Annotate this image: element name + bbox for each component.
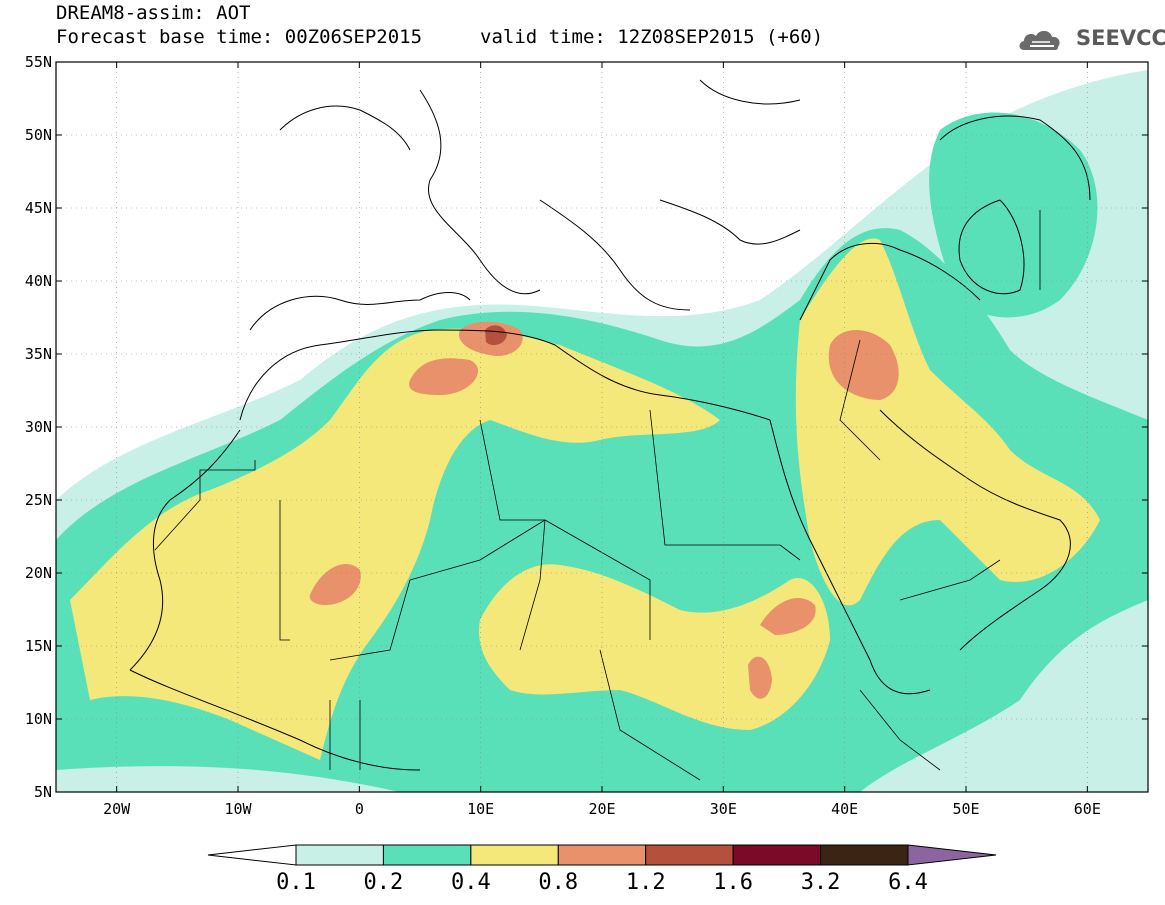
lat-label: 30N xyxy=(24,418,52,436)
title-base-time: Forecast base time: 00Z06SEP2015 xyxy=(56,26,423,48)
colorbar-label: 1.6 xyxy=(713,870,754,895)
colorbar-box xyxy=(295,844,384,866)
colorbar-box xyxy=(645,844,734,866)
aot-level-0.8-algeria xyxy=(309,564,361,605)
lon-label: 10W xyxy=(224,800,252,818)
aot-level-0.4-west xyxy=(70,328,720,760)
lat-label: 55N xyxy=(24,53,52,71)
colorbar-box xyxy=(557,844,647,866)
colorbar-label: 0.4 xyxy=(450,870,491,895)
lat-label: 35N xyxy=(24,345,52,363)
lon-label: 10E xyxy=(467,800,495,818)
colorbar-label: 0.1 xyxy=(276,870,316,895)
aot-level-0.8-iraq xyxy=(828,330,899,400)
lon-label: 0 xyxy=(354,800,364,818)
coastlines xyxy=(129,79,1091,771)
aot-level-0.4-central xyxy=(479,564,830,730)
colorbar-label: 1.2 xyxy=(625,870,666,895)
lon-label: 40E xyxy=(831,800,859,818)
aot-level-0.8-sahara-north xyxy=(409,358,479,395)
lon-label: 50E xyxy=(952,800,980,818)
aot-level-1.2-tunisia xyxy=(485,325,507,346)
lon-label: 20W xyxy=(103,800,131,818)
lat-label: 25N xyxy=(24,491,52,509)
cloud-logo-icon xyxy=(1019,30,1060,50)
colorbar-label: 6.4 xyxy=(888,870,928,895)
borders xyxy=(154,210,1041,781)
colorbar-box xyxy=(732,844,822,866)
aot-level-0.8-chad xyxy=(748,656,772,699)
lon-label: 20E xyxy=(588,800,616,818)
lon-label: 60E xyxy=(1073,800,1101,818)
colorbar-low-arrow xyxy=(207,844,297,866)
colorbar-label: 0.8 xyxy=(538,870,579,895)
colorbar xyxy=(207,844,997,866)
lat-label: 40N xyxy=(24,272,52,290)
lat-label: 10N xyxy=(24,710,52,728)
colorbar-high-arrow xyxy=(907,844,997,866)
lat-label: 15N xyxy=(24,637,52,655)
title-valid-time: valid time: 12Z08SEP2015 (+60) xyxy=(480,26,824,48)
title-line-1: DREAM8-assim: AOT xyxy=(56,2,251,24)
lat-label: 50N xyxy=(24,126,52,144)
aot-level-0.8-sudan xyxy=(760,597,816,635)
lat-label: 45N xyxy=(24,199,52,217)
colorbar-box xyxy=(470,844,559,866)
lat-label: 20N xyxy=(24,564,52,582)
logo-text: SEEVCCC xyxy=(1076,26,1165,50)
colorbar-box xyxy=(820,844,909,866)
aot-contours xyxy=(56,70,1148,792)
aot-level-0.4-arabia xyxy=(795,238,1100,606)
lon-label: 30E xyxy=(709,800,737,818)
colorbar-label: 3.2 xyxy=(800,870,841,895)
aot-level-0.2-black-sea xyxy=(929,112,1098,318)
lat-label: 5N xyxy=(33,783,52,801)
colorbar-label: 0.2 xyxy=(363,870,404,895)
colorbar-box xyxy=(382,844,472,866)
axis-ticks xyxy=(56,61,1148,793)
gridlines xyxy=(56,62,1148,792)
